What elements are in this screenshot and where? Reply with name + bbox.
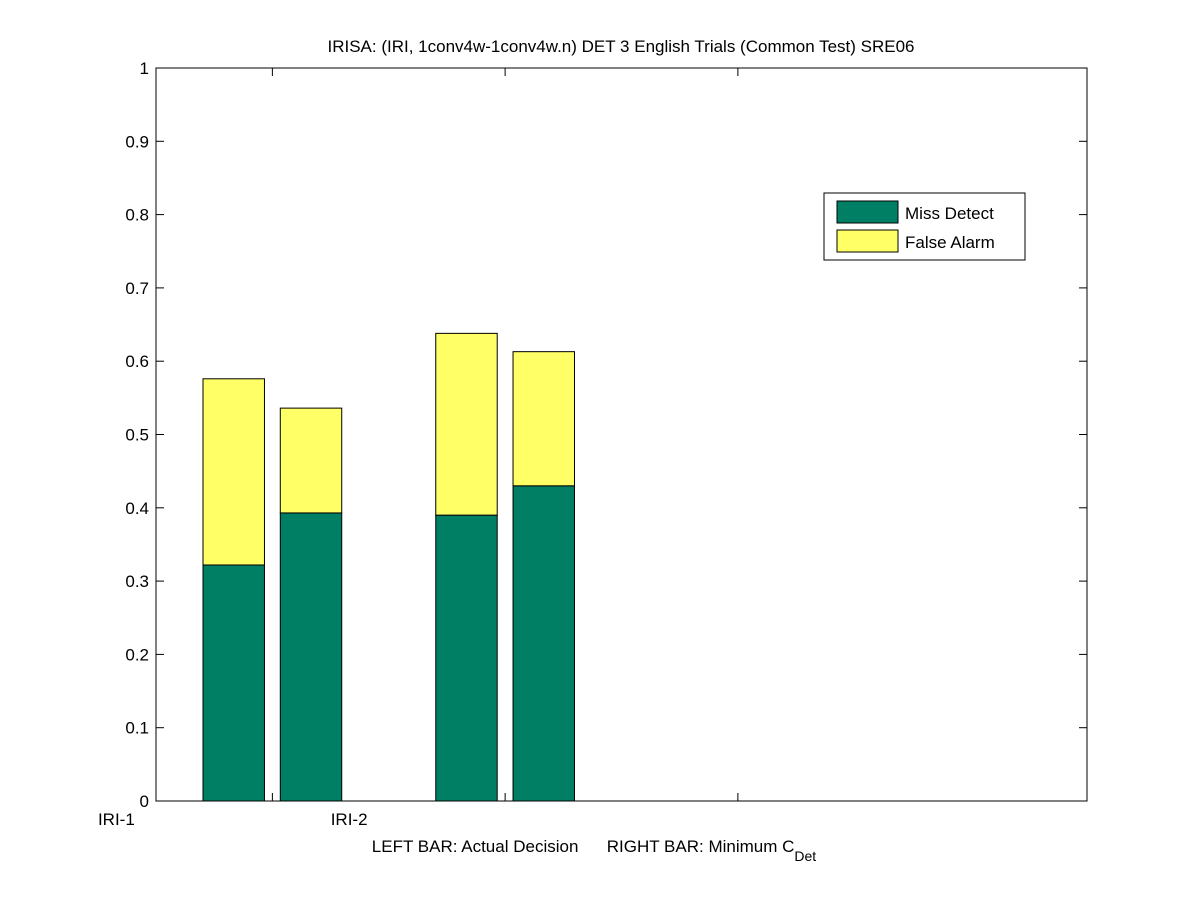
y-tick-label: 0 <box>140 792 149 811</box>
bar-miss-detect-group2-actual <box>435 514 498 802</box>
y-tick-label: 0.4 <box>125 499 149 518</box>
y-tick-label: 0.6 <box>125 352 149 371</box>
legend-label-miss-detect: Miss Detect <box>905 204 994 223</box>
x-axis-label-gap <box>578 837 606 856</box>
bar-miss-detect-group1-actual <box>202 564 265 802</box>
chart-title: IRISA: (IRI, 1conv4w-1conv4w.n) DET 3 En… <box>327 37 914 56</box>
x-axis-label-right: RIGHT BAR: Minimum C <box>607 837 795 856</box>
legend-swatch-false-alarm <box>836 229 899 253</box>
y-tick-label: 0.8 <box>125 206 149 225</box>
y-tick-label: 1 <box>140 59 149 78</box>
bar-miss-detect-group2-minimum <box>512 485 575 802</box>
ticks-layer: 0 0.1 0.2 0.3 0.4 0.5 0.6 0.7 0.8 0.9 1 IRI-1 IRI-2 <box>98 59 1087 829</box>
bar-false-alarm-group2-minimum <box>512 351 575 487</box>
chart-legend: Miss Detect False Alarm <box>823 192 1026 261</box>
legend-label-false-alarm: False Alarm <box>905 233 995 252</box>
x-axis-label-subscript: Det <box>794 848 816 864</box>
y-tick-label: 0.7 <box>125 279 149 298</box>
x-axis-label: LEFT BAR: Actual Decision RIGHT BAR: Min… <box>372 837 817 864</box>
y-tick-label: 0.3 <box>125 572 149 591</box>
y-tick-label: 0.1 <box>125 719 149 738</box>
legend-swatch-miss-detect <box>836 200 899 224</box>
x-tick-label: IRI-2 <box>331 810 368 829</box>
x-tick-label: IRI-1 <box>98 810 135 829</box>
y-tick-label: 0.9 <box>125 132 149 151</box>
x-axis-label-left: LEFT BAR: Actual Decision <box>372 837 579 856</box>
y-tick-label: 0.2 <box>125 645 149 664</box>
bar-false-alarm-group1-minimum <box>279 407 343 514</box>
bar-miss-detect-group1-minimum <box>279 512 343 802</box>
bar-false-alarm-group1-actual <box>202 378 265 566</box>
bars-layer <box>202 332 575 802</box>
bar-false-alarm-group2-actual <box>435 332 498 516</box>
y-tick-label: 0.5 <box>125 426 149 445</box>
